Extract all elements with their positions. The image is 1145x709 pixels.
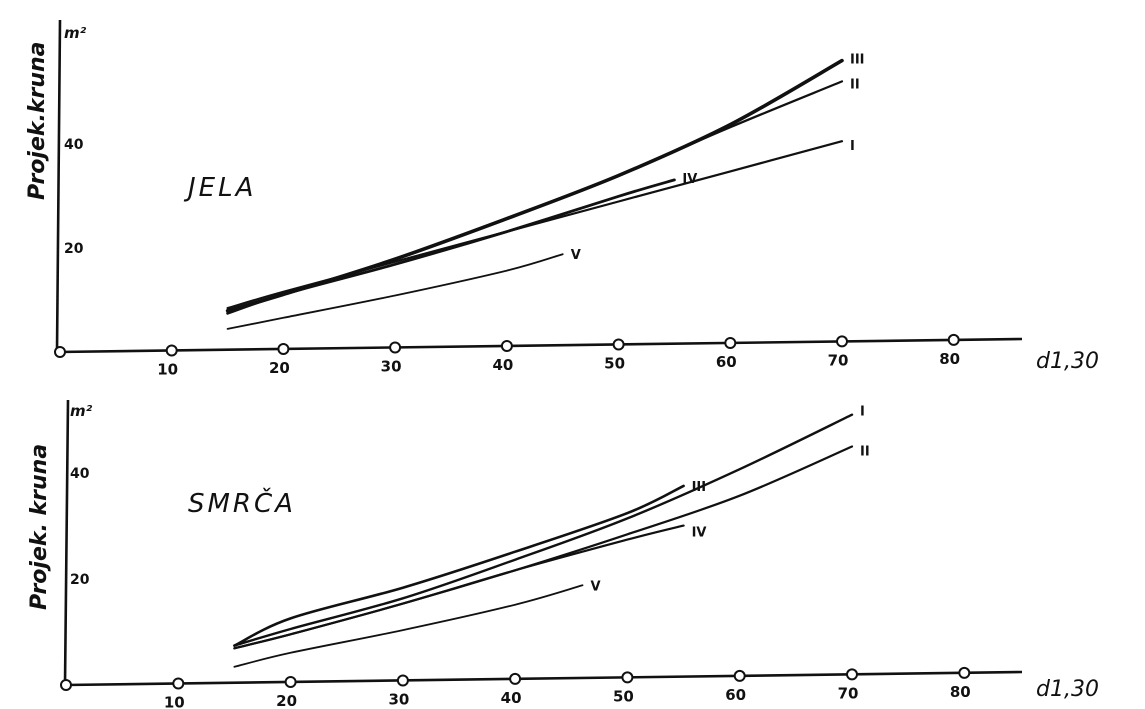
series-line xyxy=(233,584,584,668)
series-label: I xyxy=(860,405,865,420)
y-tick-label: 20 xyxy=(70,572,90,588)
chart-panel-smrca: m² Projek. kruna d1,30 SMRČA 10 20 30 40… xyxy=(27,399,1099,709)
x-tick-marker xyxy=(621,671,634,684)
x-tick-marker xyxy=(733,669,746,682)
x-tick-labels: 10 20 30 40 50 60 70 80 xyxy=(164,683,971,709)
x-tick-labels: 10 20 30 40 50 60 70 80 xyxy=(157,350,960,379)
y-axis xyxy=(55,19,62,353)
x-axis-title: d1,30 xyxy=(1036,349,1099,374)
x-axis xyxy=(64,670,1023,687)
x-axis xyxy=(56,337,1023,354)
chart-title: JELA xyxy=(183,173,256,203)
chart-panel-jela: m² Projek.kruna d1,30 JELA 10 20 30 40 5… xyxy=(25,19,1099,379)
y-tick-labels: 20 40 xyxy=(64,137,84,257)
x-tick-marker xyxy=(165,344,178,357)
series-label: IV xyxy=(682,172,697,187)
chart-title: SMRČA xyxy=(188,487,296,519)
x-tick-marker xyxy=(947,333,960,346)
x-tick-label: 60 xyxy=(716,353,737,371)
x-tick-marker xyxy=(612,338,625,351)
x-tick-marker xyxy=(509,672,522,685)
x-tick-label: 30 xyxy=(388,691,409,709)
series-line xyxy=(226,178,676,315)
x-tick-marks xyxy=(165,333,960,357)
y-tick-label: 40 xyxy=(64,137,84,153)
x-tick-marks xyxy=(172,666,971,690)
x-tick-label: 40 xyxy=(492,356,513,374)
y-tick-label: 20 xyxy=(64,241,84,257)
series-label: V xyxy=(571,248,581,263)
series-label: V xyxy=(591,579,601,594)
series-labels: III II I IV V xyxy=(571,53,865,264)
series-label: IV xyxy=(692,526,707,541)
x-tick-marker xyxy=(396,674,409,687)
y-axis-title: Projek.kruna xyxy=(25,41,50,200)
series-label: III xyxy=(850,53,865,68)
x-tick-label: 80 xyxy=(950,683,971,701)
x-tick-label: 10 xyxy=(157,361,178,379)
series-line xyxy=(233,484,685,647)
x-tick-marker xyxy=(724,337,737,349)
series-label: II xyxy=(860,445,870,460)
series-line xyxy=(225,58,844,313)
x-tick-marker xyxy=(389,341,402,354)
series-label: III xyxy=(692,480,707,495)
x-tick-label: 30 xyxy=(381,358,402,376)
series-line xyxy=(226,253,564,330)
y-axis xyxy=(63,399,70,686)
y-unit-label: m² xyxy=(70,402,93,420)
x-tick-marker xyxy=(500,340,513,352)
x-tick-marker xyxy=(284,676,297,688)
x-tick-label: 50 xyxy=(613,687,634,705)
series-label: I xyxy=(850,139,855,154)
y-tick-labels: 20 40 xyxy=(70,466,90,588)
y-unit-label: m² xyxy=(64,24,87,42)
x-tick-marker xyxy=(172,677,185,690)
series-lines xyxy=(225,58,844,330)
series-label: II xyxy=(850,77,860,92)
series-line xyxy=(233,413,854,647)
x-tick-marker xyxy=(277,343,290,355)
x-tick-label: 70 xyxy=(828,351,849,369)
x-tick-marker xyxy=(958,666,971,679)
x-tick-label: 20 xyxy=(269,359,290,377)
x-tick-label: 40 xyxy=(501,689,522,707)
x-axis-origin-marker xyxy=(60,679,72,691)
x-tick-marker xyxy=(846,668,858,681)
x-tick-marker xyxy=(836,335,848,348)
x-axis-title: d1,30 xyxy=(1036,677,1099,702)
x-tick-label: 10 xyxy=(164,694,185,709)
series-lines xyxy=(233,413,854,668)
x-tick-label: 50 xyxy=(604,355,625,373)
x-tick-label: 60 xyxy=(725,686,746,704)
y-axis-title: Projek. kruna xyxy=(27,444,52,610)
y-tick-label: 40 xyxy=(70,466,90,482)
series-line xyxy=(233,524,685,650)
x-axis-origin-marker xyxy=(54,346,66,358)
x-tick-label: 80 xyxy=(939,350,960,368)
x-tick-label: 20 xyxy=(276,692,297,709)
x-tick-label: 70 xyxy=(838,684,859,702)
series-labels: I II III IV V xyxy=(591,405,870,595)
